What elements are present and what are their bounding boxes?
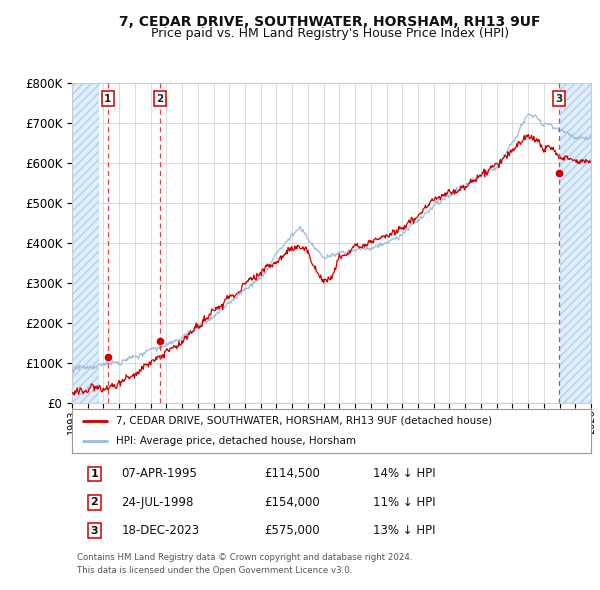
Text: £154,000: £154,000 [264,496,320,509]
Text: 18-DEC-2023: 18-DEC-2023 [121,525,199,537]
Text: Price paid vs. HM Land Registry's House Price Index (HPI): Price paid vs. HM Land Registry's House … [151,27,509,40]
Text: HPI: Average price, detached house, Horsham: HPI: Average price, detached house, Hors… [116,437,356,447]
Text: £114,500: £114,500 [264,467,320,480]
Text: 7, CEDAR DRIVE, SOUTHWATER, HORSHAM, RH13 9UF (detached house): 7, CEDAR DRIVE, SOUTHWATER, HORSHAM, RH1… [116,416,492,426]
Bar [72,63,99,403]
Text: 13% ↓ HPI: 13% ↓ HPI [373,525,436,537]
Text: Contains HM Land Registry data © Crown copyright and database right 2024.
This d: Contains HM Land Registry data © Crown c… [77,553,413,575]
Text: 2: 2 [91,497,98,507]
Text: 11% ↓ HPI: 11% ↓ HPI [373,496,436,509]
Text: 1: 1 [104,94,112,104]
Bar [560,63,591,403]
Text: £575,000: £575,000 [264,525,320,537]
Text: 1: 1 [91,469,98,479]
Text: 7, CEDAR DRIVE, SOUTHWATER, HORSHAM, RH13 9UF: 7, CEDAR DRIVE, SOUTHWATER, HORSHAM, RH1… [119,15,541,29]
Text: 07-APR-1995: 07-APR-1995 [121,467,197,480]
Text: 24-JUL-1998: 24-JUL-1998 [121,496,194,509]
Text: 3: 3 [555,94,563,104]
Text: 14% ↓ HPI: 14% ↓ HPI [373,467,436,480]
Text: 3: 3 [91,526,98,536]
Text: 2: 2 [156,94,163,104]
